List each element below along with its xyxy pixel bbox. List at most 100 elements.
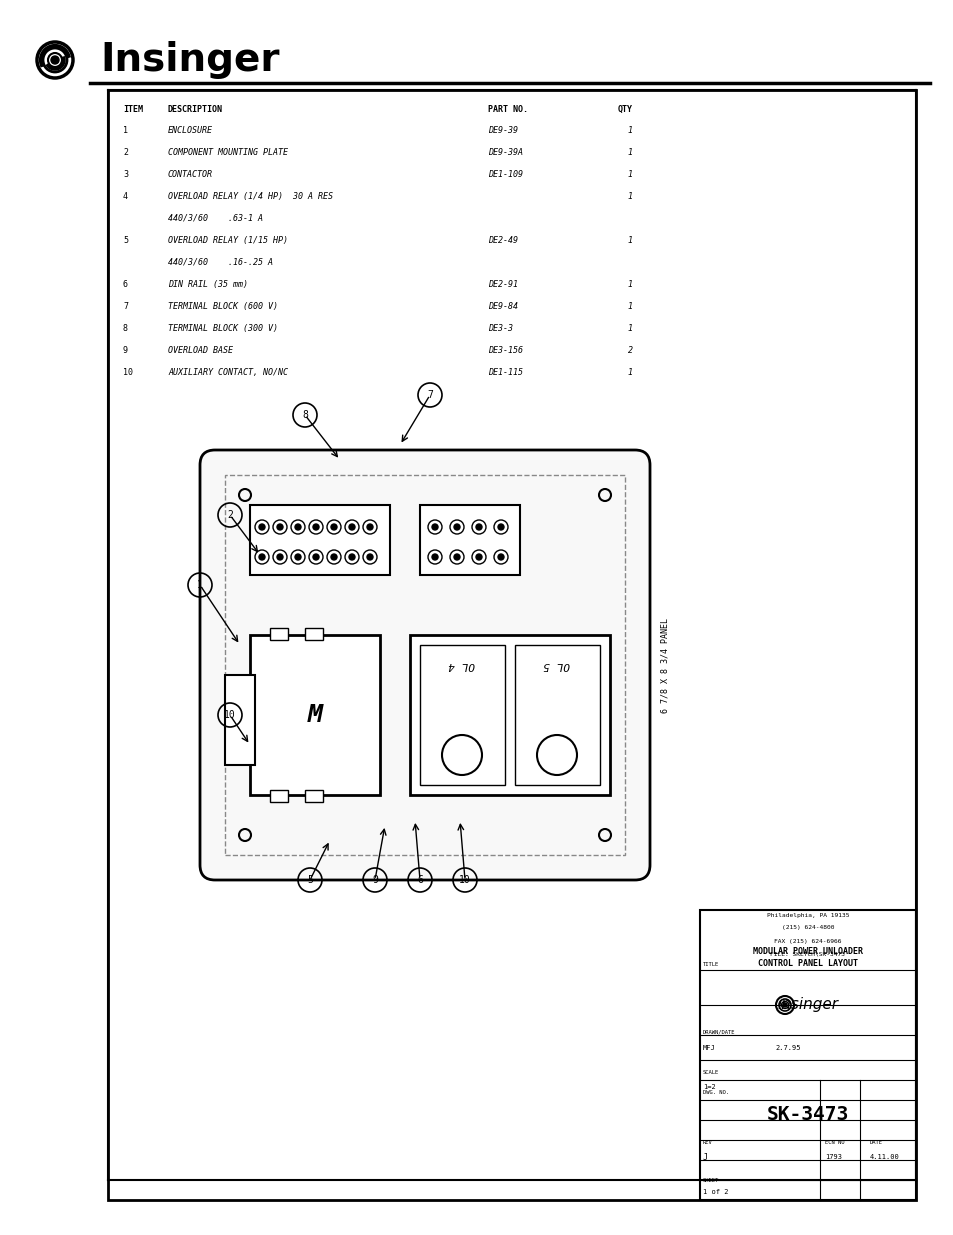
Text: 4.11.00: 4.11.00 <box>869 1153 899 1160</box>
Text: 5: 5 <box>123 236 128 245</box>
Bar <box>419 645 504 785</box>
Text: CONTACTOR: CONTACTOR <box>168 169 213 179</box>
Text: DRAWN/DATE: DRAWN/DATE <box>702 1030 735 1035</box>
Text: 2: 2 <box>123 147 128 157</box>
Circle shape <box>497 524 503 530</box>
Text: FILE: SKETCH\SK-3473: FILE: SKETCH\SK-3473 <box>770 951 844 956</box>
Circle shape <box>313 524 318 530</box>
Text: 7: 7 <box>123 301 128 310</box>
Text: 8: 8 <box>123 324 128 332</box>
Text: 440/3/60    .63-1 A: 440/3/60 .63-1 A <box>168 214 263 222</box>
Text: OVERLOAD BASE: OVERLOAD BASE <box>168 346 233 354</box>
Text: 9: 9 <box>372 876 377 885</box>
Text: (215) 624-4800: (215) 624-4800 <box>781 925 833 930</box>
Text: 10: 10 <box>276 525 283 530</box>
Text: SCALE: SCALE <box>702 1070 719 1074</box>
Text: J: J <box>702 1152 707 1161</box>
Text: C1: C1 <box>476 525 482 530</box>
Text: DWG. NO.: DWG. NO. <box>702 1089 728 1094</box>
Circle shape <box>432 555 437 559</box>
Text: 1=2: 1=2 <box>702 1084 715 1091</box>
Text: 6 7/8 X 8 3/4 PANEL: 6 7/8 X 8 3/4 PANEL <box>659 618 669 713</box>
Text: ECN NO: ECN NO <box>824 1140 843 1145</box>
Text: 6: 6 <box>416 876 422 885</box>
Circle shape <box>349 524 355 530</box>
Text: 2: 2 <box>627 346 633 354</box>
Circle shape <box>497 555 503 559</box>
Text: Insinger: Insinger <box>100 41 279 79</box>
Text: PART NO.: PART NO. <box>488 105 527 114</box>
Text: 9: 9 <box>260 525 263 530</box>
Circle shape <box>454 524 459 530</box>
Text: 14: 14 <box>349 525 355 530</box>
Bar <box>250 505 390 576</box>
Text: TITLE: TITLE <box>702 962 719 967</box>
Text: MODULAR POWER UNLOADER: MODULAR POWER UNLOADER <box>752 947 862 956</box>
Circle shape <box>432 524 437 530</box>
Circle shape <box>331 524 336 530</box>
Text: 1: 1 <box>627 236 633 245</box>
Text: COMPONENT MOUNTING PLATE: COMPONENT MOUNTING PLATE <box>168 147 288 157</box>
Circle shape <box>313 555 318 559</box>
Circle shape <box>294 524 301 530</box>
Circle shape <box>454 555 459 559</box>
Bar <box>410 635 609 795</box>
Text: REV: REV <box>702 1140 712 1145</box>
Text: 1: 1 <box>627 147 633 157</box>
Bar <box>108 90 915 1200</box>
Bar <box>270 790 288 802</box>
Text: FAX (215) 624-6966: FAX (215) 624-6966 <box>774 939 841 944</box>
Circle shape <box>367 555 373 559</box>
Text: 1: 1 <box>627 169 633 179</box>
Bar <box>419 505 519 576</box>
Circle shape <box>367 524 373 530</box>
Text: DE1-109: DE1-109 <box>488 169 522 179</box>
Text: 1: 1 <box>627 191 633 200</box>
Text: 1: 1 <box>123 126 128 135</box>
Text: DE9-84: DE9-84 <box>488 301 517 310</box>
Circle shape <box>276 555 283 559</box>
Text: 12: 12 <box>454 525 459 530</box>
Text: ENCLOSURE: ENCLOSURE <box>168 126 213 135</box>
Text: 1: 1 <box>627 368 633 377</box>
Circle shape <box>258 524 265 530</box>
Text: 1793: 1793 <box>824 1153 841 1160</box>
Bar <box>700 910 915 1200</box>
Text: DE9-39A: DE9-39A <box>488 147 522 157</box>
Text: 1: 1 <box>627 324 633 332</box>
Circle shape <box>51 56 59 64</box>
Bar <box>305 629 323 640</box>
Text: 13: 13 <box>331 525 337 530</box>
Text: 10: 10 <box>123 368 132 377</box>
Text: 1 of 2: 1 of 2 <box>702 1189 728 1195</box>
Text: 4: 4 <box>123 191 128 200</box>
Text: TERMINAL BLOCK (300 V): TERMINAL BLOCK (300 V) <box>168 324 277 332</box>
Text: DE9-39: DE9-39 <box>488 126 517 135</box>
Text: 10: 10 <box>458 876 471 885</box>
Text: SK-3473: SK-3473 <box>766 1105 848 1125</box>
Text: 11: 11 <box>432 525 437 530</box>
Text: OVERLOAD RELAY (1/15 HP): OVERLOAD RELAY (1/15 HP) <box>168 236 288 245</box>
Text: 2.7.95: 2.7.95 <box>774 1045 800 1051</box>
Text: 440/3/60    .16-.25 A: 440/3/60 .16-.25 A <box>168 258 273 267</box>
Text: 10: 10 <box>224 710 235 720</box>
Text: insinger: insinger <box>777 998 838 1013</box>
Text: 1: 1 <box>627 126 633 135</box>
Bar <box>305 790 323 802</box>
Bar <box>250 635 379 795</box>
Text: 7: 7 <box>427 390 433 400</box>
Circle shape <box>331 555 336 559</box>
Text: AUXILIARY CONTACT, NO/NC: AUXILIARY CONTACT, NO/NC <box>168 368 288 377</box>
Text: 15: 15 <box>366 525 373 530</box>
Text: SHEET: SHEET <box>702 1177 719 1182</box>
Text: OVERLOAD RELAY (1/4 HP)  30 A RES: OVERLOAD RELAY (1/4 HP) 30 A RES <box>168 191 333 200</box>
Circle shape <box>258 555 265 559</box>
Bar <box>270 629 288 640</box>
Text: 9: 9 <box>123 346 128 354</box>
Text: 2: 2 <box>227 510 233 520</box>
Text: DE2-49: DE2-49 <box>488 236 517 245</box>
Text: DESCRIPTION: DESCRIPTION <box>168 105 223 114</box>
Text: DIN RAIL (35 mm): DIN RAIL (35 mm) <box>168 279 248 289</box>
Text: 5: 5 <box>307 876 313 885</box>
Text: MFJ: MFJ <box>702 1045 715 1051</box>
